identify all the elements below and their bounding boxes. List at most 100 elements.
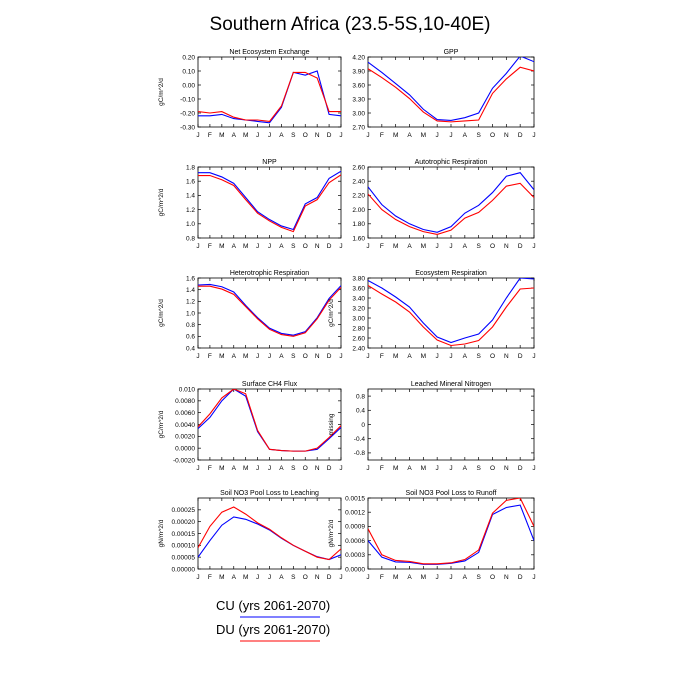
series-line-du [198, 285, 341, 337]
x-tick-label: M [219, 132, 224, 139]
y-tick-label: 1.0 [186, 221, 195, 228]
x-tick-label: J [449, 353, 452, 360]
x-tick-label: A [232, 574, 237, 581]
plot-frame [197, 497, 342, 570]
y-tick-label: -0.30 [180, 124, 195, 131]
x-tick-label: M [219, 353, 224, 360]
x-tick-label: S [291, 353, 296, 360]
x-tick-label: J [268, 243, 271, 250]
series-line-cu [198, 70, 341, 124]
x-tick-label: F [208, 243, 212, 250]
x-tick-label: J [449, 243, 452, 250]
x-tick-label: S [476, 243, 481, 250]
x-tick-label: J [436, 574, 439, 581]
x-tick-label: J [339, 574, 342, 581]
plot-frame [367, 497, 535, 570]
x-tick-label: J [532, 574, 535, 581]
x-tick-label: J [256, 132, 259, 139]
panel-title: Net Ecosystem Exchange [229, 49, 309, 56]
x-tick-label: O [303, 353, 308, 360]
y-tick-label: -0.0020 [173, 457, 195, 464]
y-tick-label: 0 [361, 422, 365, 429]
x-tick-label: J [532, 243, 535, 250]
x-tick-label: J [268, 353, 271, 360]
x-tick-label: O [303, 132, 308, 139]
x-tick-label: A [232, 465, 237, 472]
x-tick-label: N [315, 353, 320, 360]
series-line-du [368, 285, 534, 347]
y-tick-label: 0.10 [182, 68, 195, 75]
plot-frame [367, 388, 535, 461]
y-tick-label: 0.20 [182, 54, 195, 61]
x-tick-label: A [463, 132, 468, 139]
y-axis-label: gN/m^2/d [328, 519, 335, 547]
panel-title: Autotrophic Respiration [415, 159, 488, 166]
panel-1: Net Ecosystem Exchange -0.30 -0.20 -0.10 0.0… [158, 49, 343, 139]
y-tick-label: 1.80 [352, 221, 365, 228]
series-line-cu [368, 57, 534, 122]
x-tick-label: M [393, 243, 398, 250]
y-tick-label: 2.40 [352, 345, 365, 352]
x-tick-label: F [380, 353, 384, 360]
y-axis-label: gC/m^2/d [158, 188, 165, 216]
y-tick-label: 0.8 [186, 322, 195, 329]
x-tick-label: N [315, 574, 320, 581]
x-tick-label: J [449, 465, 452, 472]
y-tick-label: 0.00000 [172, 566, 196, 573]
y-tick-label: 2.40 [352, 179, 365, 186]
y-tick-label: 0.0000 [345, 566, 365, 573]
panel-title: NPP [262, 159, 277, 166]
x-tick-label: A [407, 465, 412, 472]
x-tick-label: A [279, 465, 284, 472]
x-tick-label: N [315, 132, 320, 139]
plot-frame [197, 166, 342, 239]
x-tick-label: D [518, 465, 523, 472]
x-tick-label: D [327, 574, 332, 581]
x-tick-label: M [421, 574, 426, 581]
y-axis-label: missing [328, 413, 335, 435]
y-tick-label: 3.90 [352, 68, 365, 75]
x-tick-label: M [421, 353, 426, 360]
y-tick-label: 0.6 [186, 334, 195, 341]
x-tick-label: A [463, 353, 468, 360]
x-tick-label: M [393, 353, 398, 360]
plot-frame [367, 277, 535, 349]
x-tick-label: J [196, 574, 199, 581]
y-tick-label: 3.20 [352, 305, 365, 312]
x-tick-label: A [279, 574, 284, 581]
x-tick-label: S [476, 465, 481, 472]
y-tick-label: 0.00025 [172, 507, 196, 514]
y-tick-label: 2.60 [352, 164, 365, 171]
x-tick-label: J [256, 574, 259, 581]
panel-5: Heterotrophic Respiration 0.4 0.6 0.8 1.0 1.2… [158, 270, 343, 360]
y-tick-label: -0.4 [354, 436, 366, 443]
y-tick-label: 0.0009 [345, 524, 365, 531]
x-tick-label: M [243, 574, 248, 581]
y-tick-label: 0.00010 [172, 543, 196, 550]
x-tick-label: J [436, 353, 439, 360]
x-tick-label: M [421, 243, 426, 250]
x-tick-label: A [463, 465, 468, 472]
y-tick-label: 0.4 [356, 408, 365, 415]
y-tick-label: 3.00 [352, 315, 365, 322]
y-tick-label: 3.00 [352, 110, 365, 117]
figure-title: Southern Africa (23.5-5S,10-40E) [210, 14, 491, 35]
x-tick-label: J [366, 243, 369, 250]
x-tick-label: J [532, 465, 535, 472]
x-tick-label: S [291, 132, 296, 139]
y-tick-label: -0.20 [180, 110, 195, 117]
x-tick-label: N [315, 243, 320, 250]
y-tick-label: 1.4 [186, 287, 195, 294]
x-tick-label: J [532, 353, 535, 360]
x-tick-label: O [490, 243, 495, 250]
series-line-cu [198, 283, 341, 336]
y-tick-label: 0.0020 [175, 434, 195, 441]
x-tick-label: A [232, 353, 237, 360]
panel-7: Surface CH4 Flux -0.0020 0.0000 0.0020 0.004… [158, 381, 343, 472]
x-tick-label: M [421, 132, 426, 139]
x-tick-label: J [436, 132, 439, 139]
x-tick-label: J [339, 243, 342, 250]
y-tick-label: 4.20 [352, 54, 365, 61]
